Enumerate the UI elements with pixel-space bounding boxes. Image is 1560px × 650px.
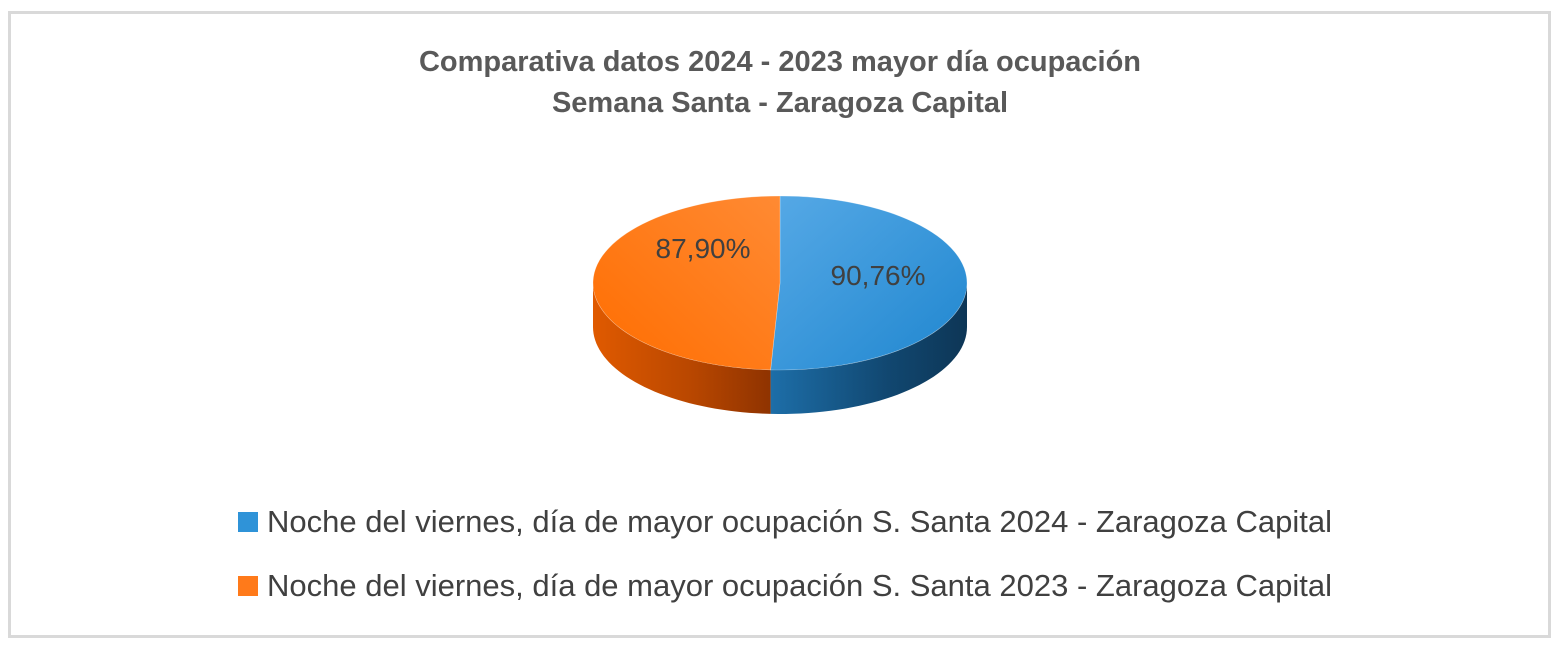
data-label-1: 87,90% (656, 233, 751, 264)
legend-swatch-2024 (238, 512, 258, 532)
legend-swatch-2023 (238, 576, 258, 596)
data-label-0: 90,76% (831, 260, 926, 291)
legend-label-2023: Noche del viernes, día de mayor ocupació… (267, 568, 1332, 603)
legend-label-2024: Noche del viernes, día de mayor ocupació… (267, 504, 1332, 539)
legend-item-2023: Noche del viernes, día de mayor ocupació… (238, 566, 1332, 606)
pie-slice-1 (592, 195, 781, 371)
chart-title: Comparativa datos 2024 - 2023 mayor día … (418, 46, 1142, 78)
pie-slice-0 (770, 195, 968, 371)
chart-title-block: Comparativa datos 2024 - 2023 mayor día … (0, 42, 1560, 124)
pie-side-1 (593, 283, 771, 414)
chart-subtitle: Semana Santa - Zaragoza Capital (551, 87, 1009, 119)
pie-side-0 (770, 283, 967, 414)
legend-item-2024: Noche del viernes, día de mayor ocupació… (238, 502, 1332, 542)
